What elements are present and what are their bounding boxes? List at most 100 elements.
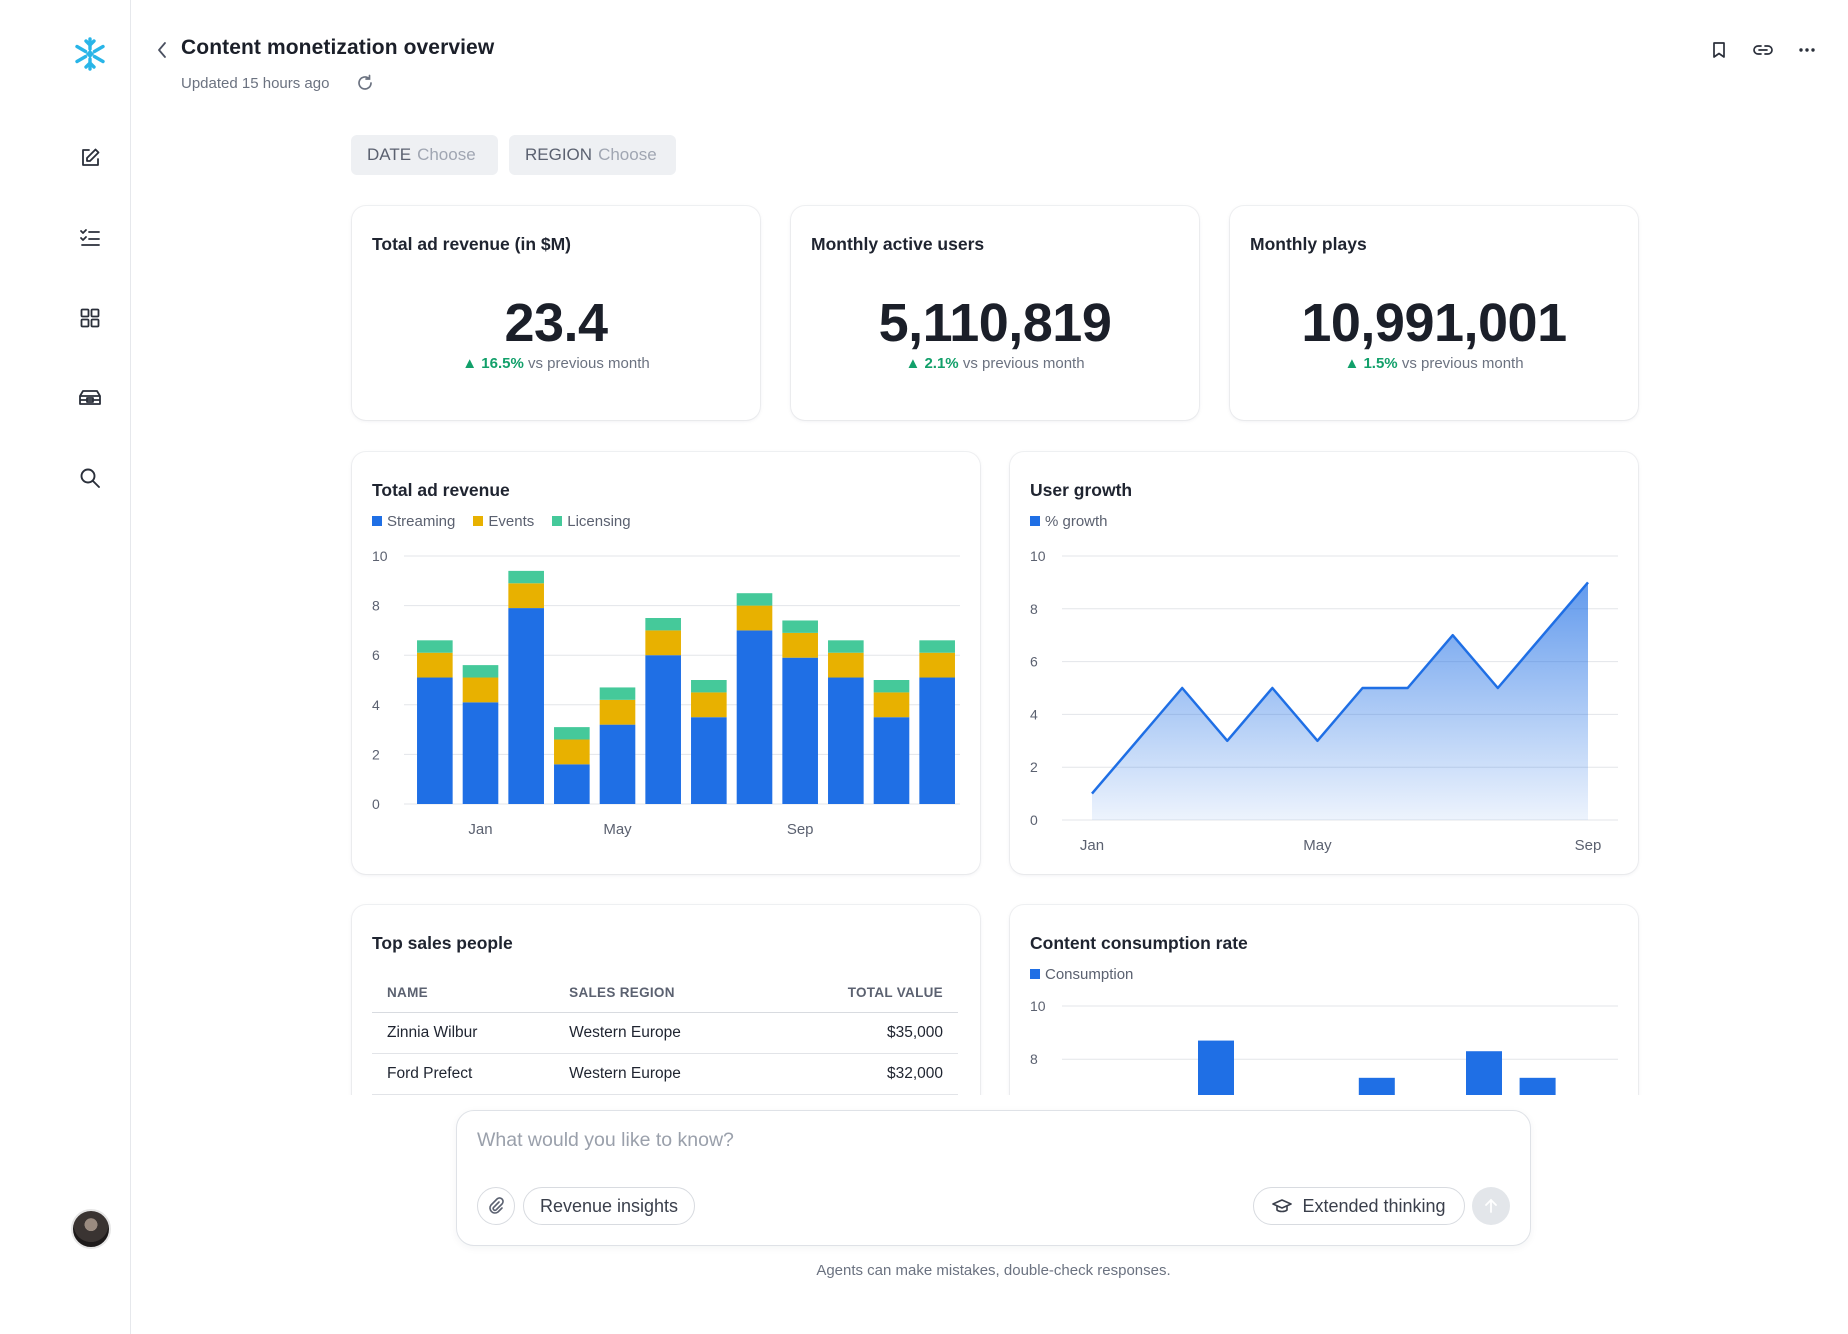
bar-licensing bbox=[508, 570, 544, 584]
bar-licensing bbox=[782, 620, 818, 633]
up-arrow-icon: ▲ bbox=[1344, 355, 1364, 372]
chart-title: User growth bbox=[1030, 480, 1133, 500]
bar-licensing bbox=[645, 618, 681, 631]
legend-label: % growth bbox=[1045, 513, 1108, 530]
cell-total: $32,000 bbox=[768, 1053, 958, 1095]
user-growth-area-chart: 0 2 4 6 8 10 Jan May Sep bbox=[1030, 548, 1618, 854]
kpi-delta-suffix: vs previous month bbox=[962, 355, 1085, 372]
send-button[interactable] bbox=[1472, 1187, 1510, 1225]
table-title: Top sales people bbox=[372, 933, 513, 953]
y-tick-label: 8 bbox=[372, 598, 380, 614]
legend-swatch bbox=[372, 516, 382, 526]
bar-streaming bbox=[554, 764, 590, 804]
checklist-icon[interactable] bbox=[72, 220, 108, 256]
region-filter[interactable]: REGION Choose bbox=[509, 135, 676, 175]
legend-swatch bbox=[1030, 969, 1040, 979]
avatar[interactable] bbox=[71, 1209, 111, 1249]
y-tick-label: 2 bbox=[372, 746, 380, 762]
date-filter-label: DATE bbox=[367, 145, 412, 164]
bar-events bbox=[508, 583, 544, 609]
refresh-icon[interactable] bbox=[355, 73, 375, 93]
arrow-up-icon bbox=[1485, 1198, 1497, 1213]
date-filter-placeholder: Choose bbox=[417, 145, 476, 164]
bar-streaming bbox=[645, 655, 681, 804]
graduation-cap-icon bbox=[1272, 1199, 1293, 1213]
y-tick-label: 4 bbox=[372, 697, 380, 713]
date-filter[interactable]: DATE Choose bbox=[351, 135, 498, 175]
y-tick-label: 10 bbox=[1030, 548, 1046, 564]
kpi-card-monthly-plays: Monthly plays 10,991,001 ▲ 1.5% vs previ… bbox=[1230, 206, 1638, 420]
bar-licensing bbox=[691, 680, 727, 693]
cell-name: Ford Prefect bbox=[372, 1053, 555, 1095]
kpi-value: 23.4 bbox=[504, 293, 608, 353]
y-tick-label: 2 bbox=[1030, 759, 1038, 775]
bar-streaming bbox=[736, 630, 773, 804]
more-options-icon[interactable] bbox=[1794, 37, 1820, 63]
cell-name: Zinnia Wilbur bbox=[372, 1012, 555, 1054]
kpi-card-active-users: Monthly active users 5,110,819 ▲ 2.1% vs… bbox=[791, 206, 1199, 420]
chart-legend: Consumption bbox=[1030, 966, 1133, 983]
legend-swatch bbox=[1030, 516, 1040, 526]
kpi-title: Monthly plays bbox=[1250, 234, 1367, 254]
table-row: Zinnia Wilbur Western Europe $35,000 bbox=[372, 1012, 958, 1054]
kpi-value: 5,110,819 bbox=[878, 293, 1112, 353]
bar-streaming bbox=[417, 677, 453, 804]
up-arrow-icon: ▲ bbox=[462, 355, 482, 372]
revenue-bar-chart: 0 2 4 6 8 10 Jan May Sep bbox=[372, 548, 960, 838]
x-tick-label: Jan bbox=[1080, 837, 1104, 854]
region-filter-placeholder: Choose bbox=[598, 145, 657, 164]
attach-button[interactable] bbox=[477, 1187, 515, 1225]
grid-icon[interactable] bbox=[72, 300, 108, 336]
chart-card-user-growth: User growth % growth 0 2 4 6 8 10 Jan May Sep bbox=[1010, 452, 1638, 874]
kpi-delta-suffix: vs previous month bbox=[528, 355, 650, 372]
legend-item-events: Events bbox=[473, 513, 534, 530]
back-chevron-icon[interactable] bbox=[152, 38, 172, 62]
legend-item-licensing: Licensing bbox=[552, 513, 631, 530]
inbox-icon[interactable] bbox=[72, 380, 108, 416]
kpi-value: 10,991,001 bbox=[1301, 293, 1567, 353]
chart-title: Content consumption rate bbox=[1030, 933, 1248, 953]
legend-label: Consumption bbox=[1045, 966, 1134, 983]
legend-item-streaming: Streaming bbox=[372, 513, 455, 530]
new-chat-icon[interactable] bbox=[72, 140, 108, 176]
bar-streaming bbox=[691, 717, 727, 804]
link-icon[interactable] bbox=[1750, 37, 1776, 63]
bar-streaming bbox=[873, 717, 910, 804]
bar-licensing bbox=[599, 687, 636, 700]
y-tick-label: 8 bbox=[1030, 1051, 1038, 1067]
column-header-total[interactable]: TOTAL VALUE bbox=[768, 973, 958, 1013]
bookmark-icon[interactable] bbox=[1706, 37, 1732, 63]
chart-legend: % growth bbox=[1030, 513, 1108, 530]
kpi-delta: ▲ 2.1% vs previous month bbox=[791, 355, 1199, 372]
extended-thinking-toggle[interactable]: Extended thinking bbox=[1253, 1187, 1465, 1225]
bar-events bbox=[919, 652, 955, 678]
column-header-name[interactable]: NAME bbox=[372, 973, 555, 1013]
table-row: Ford Prefect Western Europe $32,000 bbox=[372, 1053, 958, 1095]
bar-events bbox=[691, 692, 727, 718]
bar-streaming bbox=[599, 724, 636, 804]
bar-streaming bbox=[828, 677, 864, 804]
legend-label: Streaming bbox=[387, 513, 456, 530]
legend-swatch bbox=[552, 516, 563, 526]
bar-events bbox=[462, 677, 499, 703]
cell-region: Western Europe bbox=[554, 1053, 769, 1095]
suggestion-revenue-insights[interactable]: Revenue insights bbox=[523, 1187, 695, 1225]
bar-streaming bbox=[919, 677, 955, 804]
search-icon[interactable] bbox=[72, 460, 108, 496]
cell-total: $35,000 bbox=[768, 1012, 958, 1054]
bar-licensing bbox=[417, 640, 453, 653]
chat-input[interactable] bbox=[477, 1129, 1377, 1152]
y-tick-label: 10 bbox=[1030, 998, 1046, 1014]
bar-events bbox=[828, 652, 864, 678]
bar-streaming bbox=[508, 608, 544, 804]
sidebar bbox=[0, 0, 131, 1334]
kpi-delta: ▲ 16.5% vs previous month bbox=[352, 355, 760, 372]
paperclip-icon bbox=[489, 1197, 504, 1214]
x-tick-label: Jan bbox=[468, 821, 492, 838]
column-header-region[interactable]: SALES REGION bbox=[554, 973, 769, 1013]
y-tick-label: 8 bbox=[1030, 601, 1038, 617]
snowflake-logo-icon[interactable] bbox=[72, 36, 108, 72]
bar-events bbox=[417, 652, 453, 678]
chat-composer: Revenue insights Extended thinking bbox=[456, 1110, 1531, 1246]
y-tick-label: 6 bbox=[1030, 654, 1038, 670]
